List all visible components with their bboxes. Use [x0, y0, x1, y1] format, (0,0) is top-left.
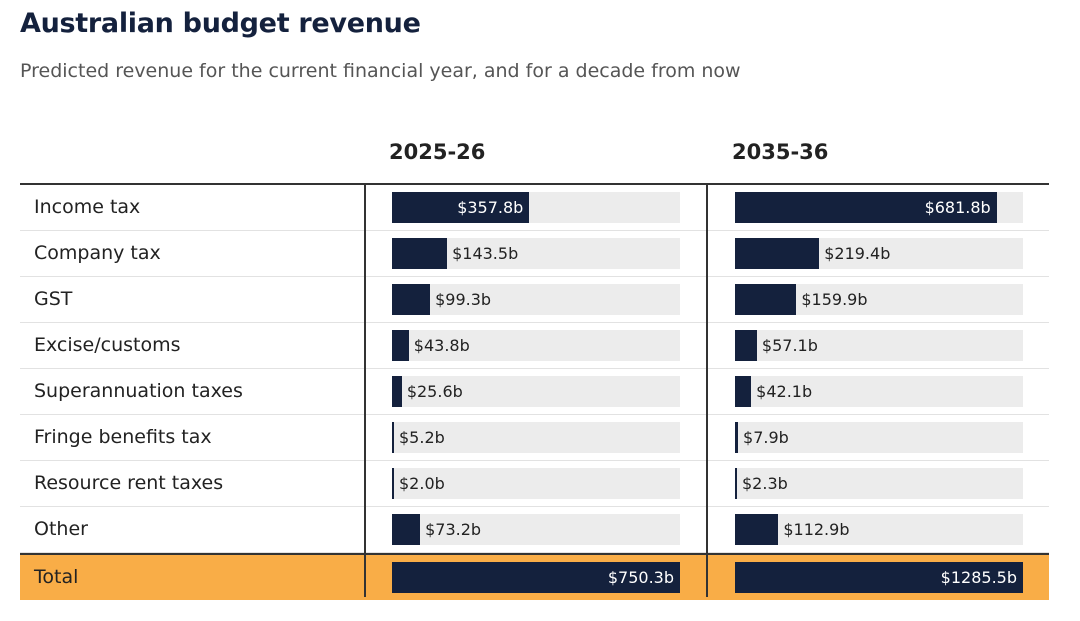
- bar-value-label: $99.3b: [435, 290, 492, 309]
- row-label: Other: [34, 518, 88, 540]
- bar-value-label: $112.9b: [783, 520, 850, 539]
- bar-cell: $43.8b: [392, 330, 680, 361]
- table-row-excise-customs: Excise/customs $43.8b $57.1b: [20, 323, 1049, 369]
- bar-value-label: $25.6b: [406, 382, 463, 401]
- bar-track: [392, 468, 680, 499]
- bar-track: [392, 376, 680, 407]
- chart-title: Australian budget revenue: [20, 8, 421, 39]
- row-label: Income tax: [34, 196, 141, 218]
- table-row-company-tax: Company tax $143.5b $219.4b: [20, 231, 1049, 277]
- bar-value-label: $1285.5b: [940, 568, 1017, 587]
- bar-2035-36: [735, 330, 757, 361]
- bar-value-label: $42.1b: [756, 382, 813, 401]
- bar-cell: $99.3b: [392, 284, 680, 315]
- bar-2025-26: [392, 192, 530, 223]
- table-row-resource-rent-taxes: Resource rent taxes $2.0b $2.3b: [20, 461, 1049, 507]
- bar-track: [392, 284, 680, 315]
- column-divider-right: [706, 183, 708, 597]
- table-row-income-tax: Income tax $357.8b $681.8b: [20, 185, 1049, 231]
- bar-track: [735, 514, 1023, 545]
- bar-cell: $57.1b: [735, 330, 1023, 361]
- bar-2025-26: [392, 330, 409, 361]
- bar-cell: $7.9b: [735, 422, 1023, 453]
- bar-value-label: $73.2b: [425, 520, 482, 539]
- bar-2035-36: [735, 562, 1023, 593]
- row-label: GST: [34, 288, 73, 310]
- bar-2035-36: [735, 238, 820, 269]
- bar-2025-26: [392, 376, 402, 407]
- table-row-gst: GST $99.3b $159.9b: [20, 277, 1049, 323]
- table-row-other: Other $73.2b $112.9b: [20, 507, 1049, 553]
- row-label: Excise/customs: [34, 334, 181, 356]
- bar-cell: $112.9b: [735, 514, 1023, 545]
- bar-cell: $5.2b: [392, 422, 680, 453]
- bar-value-label: $143.5b: [452, 244, 519, 263]
- bar-track: [392, 330, 680, 361]
- table-row-superannuation-taxes: Superannuation taxes $25.6b $42.1b: [20, 369, 1049, 415]
- bar-track: [735, 468, 1023, 499]
- bar-track: [392, 514, 680, 545]
- column-divider-left: [364, 183, 366, 597]
- bar-2035-36: [735, 422, 739, 453]
- bar-cell: $2.0b: [392, 468, 680, 499]
- bar-2035-36: [735, 376, 752, 407]
- row-label: Superannuation taxes: [34, 380, 243, 402]
- bar-2025-26: [392, 562, 680, 593]
- bar-cell: $25.6b: [392, 376, 680, 407]
- row-label: Company tax: [34, 242, 161, 264]
- bar-cell: $143.5b: [392, 238, 680, 269]
- bar-value-label: $750.3b: [607, 568, 674, 587]
- bar-value-label: $159.9b: [801, 290, 868, 309]
- bar-value-label: $2.3b: [742, 474, 788, 493]
- revenue-table: Income tax $357.8b $681.8b Company tax $143.…: [20, 183, 1049, 600]
- bar-2035-36: [735, 192, 997, 223]
- bar-cell: $159.9b: [735, 284, 1023, 315]
- bar-value-label: $219.4b: [824, 244, 891, 263]
- column-header-2025-26: 2025-26: [389, 140, 486, 164]
- bar-2025-26: [392, 422, 394, 453]
- bar-cell: $42.1b: [735, 376, 1023, 407]
- row-label: Total: [34, 566, 79, 588]
- bar-2035-36: [735, 468, 737, 499]
- row-label: Fringe benefits tax: [34, 426, 212, 448]
- bar-cell: $1285.5b: [735, 562, 1023, 593]
- bar-track: [735, 376, 1023, 407]
- bar-2025-26: [392, 238, 448, 269]
- bar-value-label: $681.8b: [924, 198, 991, 217]
- bar-cell: $357.8b: [392, 192, 680, 223]
- bar-cell: $2.3b: [735, 468, 1023, 499]
- bar-track: [735, 330, 1023, 361]
- bar-track: [735, 422, 1023, 453]
- bar-value-label: $7.9b: [743, 428, 789, 447]
- row-label: Resource rent taxes: [34, 472, 224, 494]
- bar-2025-26: [392, 284, 431, 315]
- bar-value-label: $357.8b: [457, 198, 524, 217]
- bar-2035-36: [735, 514, 779, 545]
- bar-value-label: $57.1b: [761, 336, 818, 355]
- bar-value-label: $2.0b: [399, 474, 445, 493]
- bar-value-label: $43.8b: [413, 336, 470, 355]
- bar-cell: $219.4b: [735, 238, 1023, 269]
- bar-2025-26: [392, 514, 421, 545]
- bar-value-label: $5.2b: [399, 428, 445, 447]
- bar-2025-26: [392, 468, 394, 499]
- bar-2035-36: [735, 284, 797, 315]
- table-row-fringe-benefits-tax: Fringe benefits tax $5.2b $7.9b: [20, 415, 1049, 461]
- bar-cell: $750.3b: [392, 562, 680, 593]
- bar-cell: $73.2b: [392, 514, 680, 545]
- bar-cell: $681.8b: [735, 192, 1023, 223]
- column-header-2035-36: 2035-36: [732, 140, 829, 164]
- bar-track: [392, 422, 680, 453]
- chart-subtitle: Predicted revenue for the current financ…: [20, 60, 741, 82]
- total-row: Total $750.3b $1285.5b: [20, 553, 1049, 600]
